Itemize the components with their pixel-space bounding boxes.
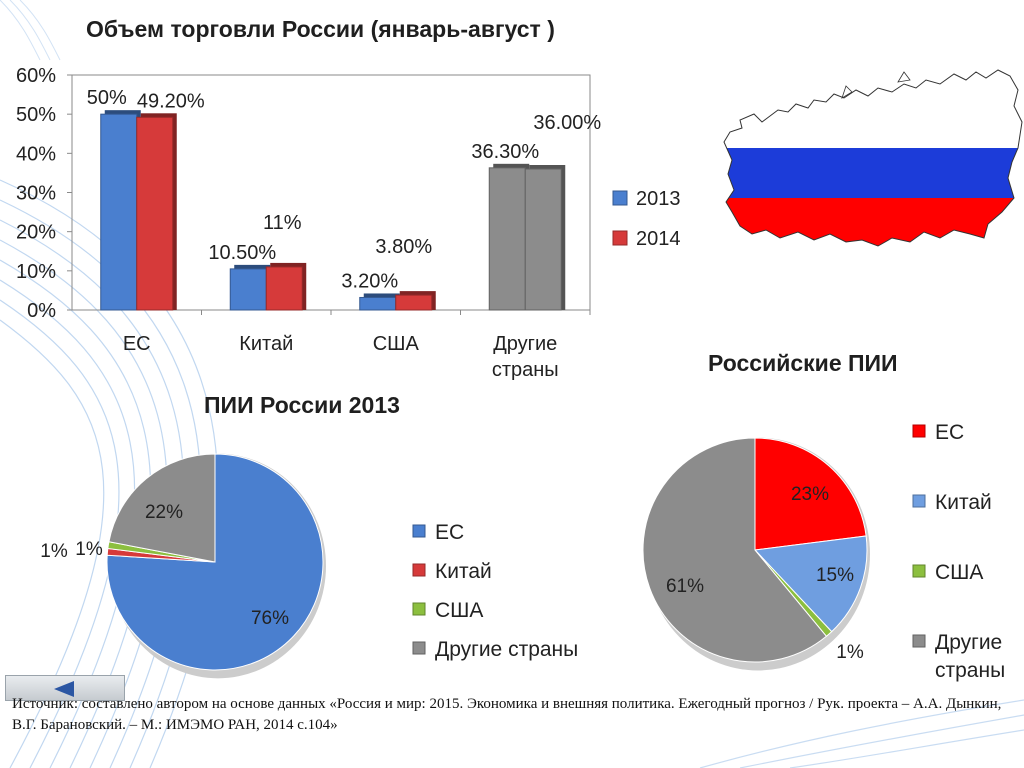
legend-swatch-1 xyxy=(412,563,426,577)
y-tick-label: 20% xyxy=(16,222,56,244)
y-tick-label: 30% xyxy=(16,183,56,205)
pie-slice-3 xyxy=(642,437,828,663)
arctic-islands xyxy=(841,71,911,99)
x-category-label: США xyxy=(373,333,420,355)
bar-2013-0 xyxy=(100,113,138,311)
bar-2014-3 xyxy=(524,168,562,311)
legend-swatch-2014 xyxy=(612,230,628,246)
y-tick-label: 40% xyxy=(16,143,56,165)
y-tick-label: 0% xyxy=(27,300,56,322)
y-tick-label: 10% xyxy=(16,261,56,283)
bar-2014-0 xyxy=(136,116,174,311)
flag-blue-band xyxy=(724,148,1022,198)
bar-data-label: 36.00% xyxy=(533,112,601,134)
pie-slice-label: 23% xyxy=(791,484,829,505)
russian-pii-pie-chart: 23% 15% 1% 61% ЕС Китай США Другие страны xyxy=(642,421,1005,682)
pie-slice-label: 1% xyxy=(75,539,103,560)
pie-slice-label: 76% xyxy=(251,608,289,629)
x-category-label: Китай xyxy=(239,333,293,355)
russian-pii-chart-title: Российские ПИИ xyxy=(708,350,898,376)
trade-chart-title: Объем торговли России (январь-август ) xyxy=(86,16,555,42)
x-category-label: Другие xyxy=(493,333,557,355)
x-category-label: ЕС xyxy=(123,333,151,355)
pie-slice-3 xyxy=(108,453,216,563)
legend-swatch-1 xyxy=(912,494,926,508)
pie-slice-label: 1% xyxy=(40,541,68,562)
pie-slice-0 xyxy=(754,437,867,551)
trade-bar-chart: 0% 10% 20% 30% 40% 50% 60% 50% 49.20% ЕС 10.50% 11%… xyxy=(16,65,681,381)
bar-data-label: 49.20% xyxy=(137,90,205,112)
pii-2013-pie-chart: 76% 1% 1% 22% ЕС Китай США Другие страны xyxy=(40,453,578,679)
flag-white-band xyxy=(724,70,1022,148)
legend-label-1: Китай xyxy=(935,491,992,514)
previous-slide-button[interactable] xyxy=(5,675,125,701)
legend-label-3: страны xyxy=(935,659,1005,682)
legend-swatch-2013 xyxy=(612,190,628,206)
legend-swatch-0 xyxy=(412,524,426,538)
bar-data-label: 36.30% xyxy=(471,141,539,163)
left-arrow-icon xyxy=(54,681,74,697)
legend-swatch-2 xyxy=(412,602,426,616)
bar-2013-3 xyxy=(488,167,526,311)
y-tick-label: 60% xyxy=(16,65,56,87)
bar-data-label: 10.50% xyxy=(208,242,276,264)
y-tick-label: 50% xyxy=(16,104,56,126)
x-category-label: страны xyxy=(492,359,559,381)
legend-label-2: США xyxy=(935,561,983,584)
legend-swatch-0 xyxy=(912,424,926,438)
pie-slice-label: 15% xyxy=(816,565,854,586)
legend-label-2013: 2013 xyxy=(636,188,681,210)
pii-2013-chart-title: ПИИ России 2013 xyxy=(204,392,400,418)
legend-label-3: Другие xyxy=(935,631,1002,654)
pie-slice-1 xyxy=(753,535,868,633)
legend-label-2: США xyxy=(435,599,483,622)
legend-label-0: ЕС xyxy=(935,421,964,444)
bar-2014-2 xyxy=(395,294,433,311)
legend-label-3: Другие страны xyxy=(435,638,578,661)
russia-outline xyxy=(723,69,1023,247)
russia-flag-map-image xyxy=(723,69,1023,247)
bar-data-label: 50% xyxy=(87,87,127,109)
bar-data-label: 3.20% xyxy=(341,270,398,292)
bar-2014-1 xyxy=(265,266,303,311)
pie-slice-0 xyxy=(106,453,324,671)
pie-slice-label: 22% xyxy=(145,502,183,523)
legend-swatch-3 xyxy=(412,641,426,655)
legend-label-1: Китай xyxy=(435,560,492,583)
bar-2013-2 xyxy=(359,296,397,311)
pie-slice-label: 61% xyxy=(666,576,704,597)
bar-data-label: 3.80% xyxy=(375,236,432,258)
bar-data-label: 11% xyxy=(263,212,302,234)
legend-label-2014: 2014 xyxy=(636,228,681,250)
pie-slice-label: 1% xyxy=(836,642,864,663)
bar-2013-1 xyxy=(229,268,267,311)
legend-swatch-2 xyxy=(912,564,926,578)
source-footnote: Источник: составлено автором на основе д… xyxy=(12,696,1002,733)
legend-swatch-3 xyxy=(912,634,926,648)
legend-label-0: ЕС xyxy=(435,521,464,544)
